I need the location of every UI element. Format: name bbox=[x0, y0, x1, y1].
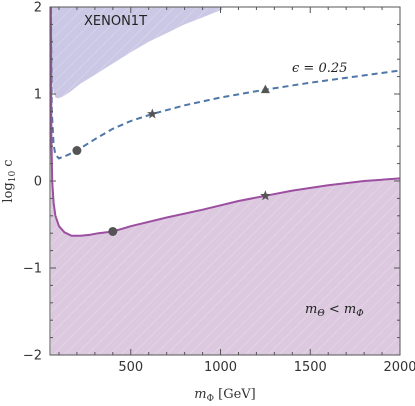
y-tick-label-2: 2 bbox=[34, 1, 42, 16]
marker-star-1 bbox=[147, 108, 158, 119]
x-axis-unit: [GeV] bbox=[214, 387, 256, 402]
plot-area bbox=[50, 7, 400, 355]
epsilon-dashed-curve bbox=[50, 7, 400, 160]
x-axis-label: mΦ [GeV] bbox=[194, 387, 255, 404]
marker-star-4 bbox=[260, 190, 271, 201]
x-tick-label-1000: 1000 bbox=[204, 360, 237, 375]
y-axis-label: log10 c bbox=[1, 159, 18, 202]
xenon1t-label: XENON1T bbox=[84, 14, 147, 29]
lower-label-mid: < m bbox=[325, 302, 356, 317]
axis-tick-labels: 500 1000 1500 2000 −2 −1 0 1 2 bbox=[23, 1, 415, 376]
lower-region-label: mΘ < mΦ bbox=[305, 302, 364, 319]
x-tick-label-500: 500 bbox=[118, 360, 143, 375]
lower-boundary-curve bbox=[50, 7, 400, 237]
y-tick-label--1: −1 bbox=[23, 262, 42, 277]
lower-region-hatch bbox=[50, 7, 400, 355]
axis-ticks bbox=[50, 6, 401, 356]
lower-label-m1: m bbox=[305, 302, 317, 317]
marker-circle-3 bbox=[108, 226, 118, 236]
epsilon-label: ϵ = 0.25 bbox=[292, 61, 347, 76]
y-axis-main: log bbox=[1, 182, 16, 202]
curve-markers bbox=[72, 84, 271, 236]
marker-circle-0 bbox=[72, 146, 82, 156]
lower-label-sub2: Φ bbox=[356, 309, 363, 319]
x-axis-sub: Φ bbox=[207, 394, 214, 404]
y-tick-label-0: 0 bbox=[34, 175, 42, 190]
y-axis-sub: 10 bbox=[8, 171, 18, 183]
x-tick-label-2000: 2000 bbox=[383, 360, 415, 375]
x-axis-symbol: m bbox=[194, 387, 206, 402]
marker-triangle-2 bbox=[260, 84, 270, 94]
x-tick-label-1500: 1500 bbox=[294, 360, 327, 375]
y-tick-label--2: −2 bbox=[23, 349, 42, 364]
xenon1t-region-hatch bbox=[51, 7, 223, 99]
lower-label-sub1: Θ bbox=[317, 309, 325, 319]
y-axis-tail: c bbox=[1, 159, 16, 170]
y-tick-label-1: 1 bbox=[34, 88, 42, 103]
